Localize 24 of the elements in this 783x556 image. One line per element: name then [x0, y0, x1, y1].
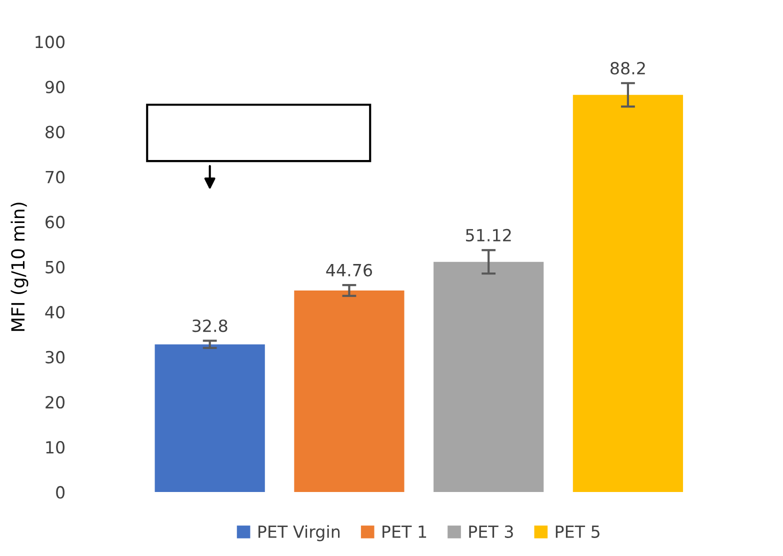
y-tick-label: 90: [45, 80, 64, 94]
data-label: 88.2: [610, 62, 645, 74]
legend-label: PET 1: [382, 526, 426, 538]
bar: [572, 94, 684, 492]
legend-label: PET 5: [556, 526, 600, 538]
y-tick-label: 40: [45, 306, 64, 318]
y-tick-label: 80: [46, 126, 64, 138]
y-tick-label: 60: [46, 216, 64, 228]
legend-label: PET 3: [469, 525, 513, 538]
y-tick-label: 20: [46, 396, 64, 409]
bar: [434, 262, 544, 492]
y-tick-label: 50: [46, 260, 64, 274]
y-tick-label: 100: [36, 36, 64, 48]
legend-label: PET Virgin: [258, 525, 340, 542]
y-tick-label: 70: [46, 170, 64, 184]
data-label: 44.76: [326, 264, 372, 276]
bar: [154, 344, 265, 492]
y-tick-label: 10: [46, 440, 64, 454]
data-label: 32.8: [192, 320, 228, 332]
y-tick-label: 30: [46, 350, 64, 364]
bar: [294, 290, 404, 492]
y-tick-label: 0: [56, 486, 64, 499]
data-label: 51.12: [466, 228, 511, 242]
y-axis-title: MFI (g/10 min): [10, 202, 28, 331]
